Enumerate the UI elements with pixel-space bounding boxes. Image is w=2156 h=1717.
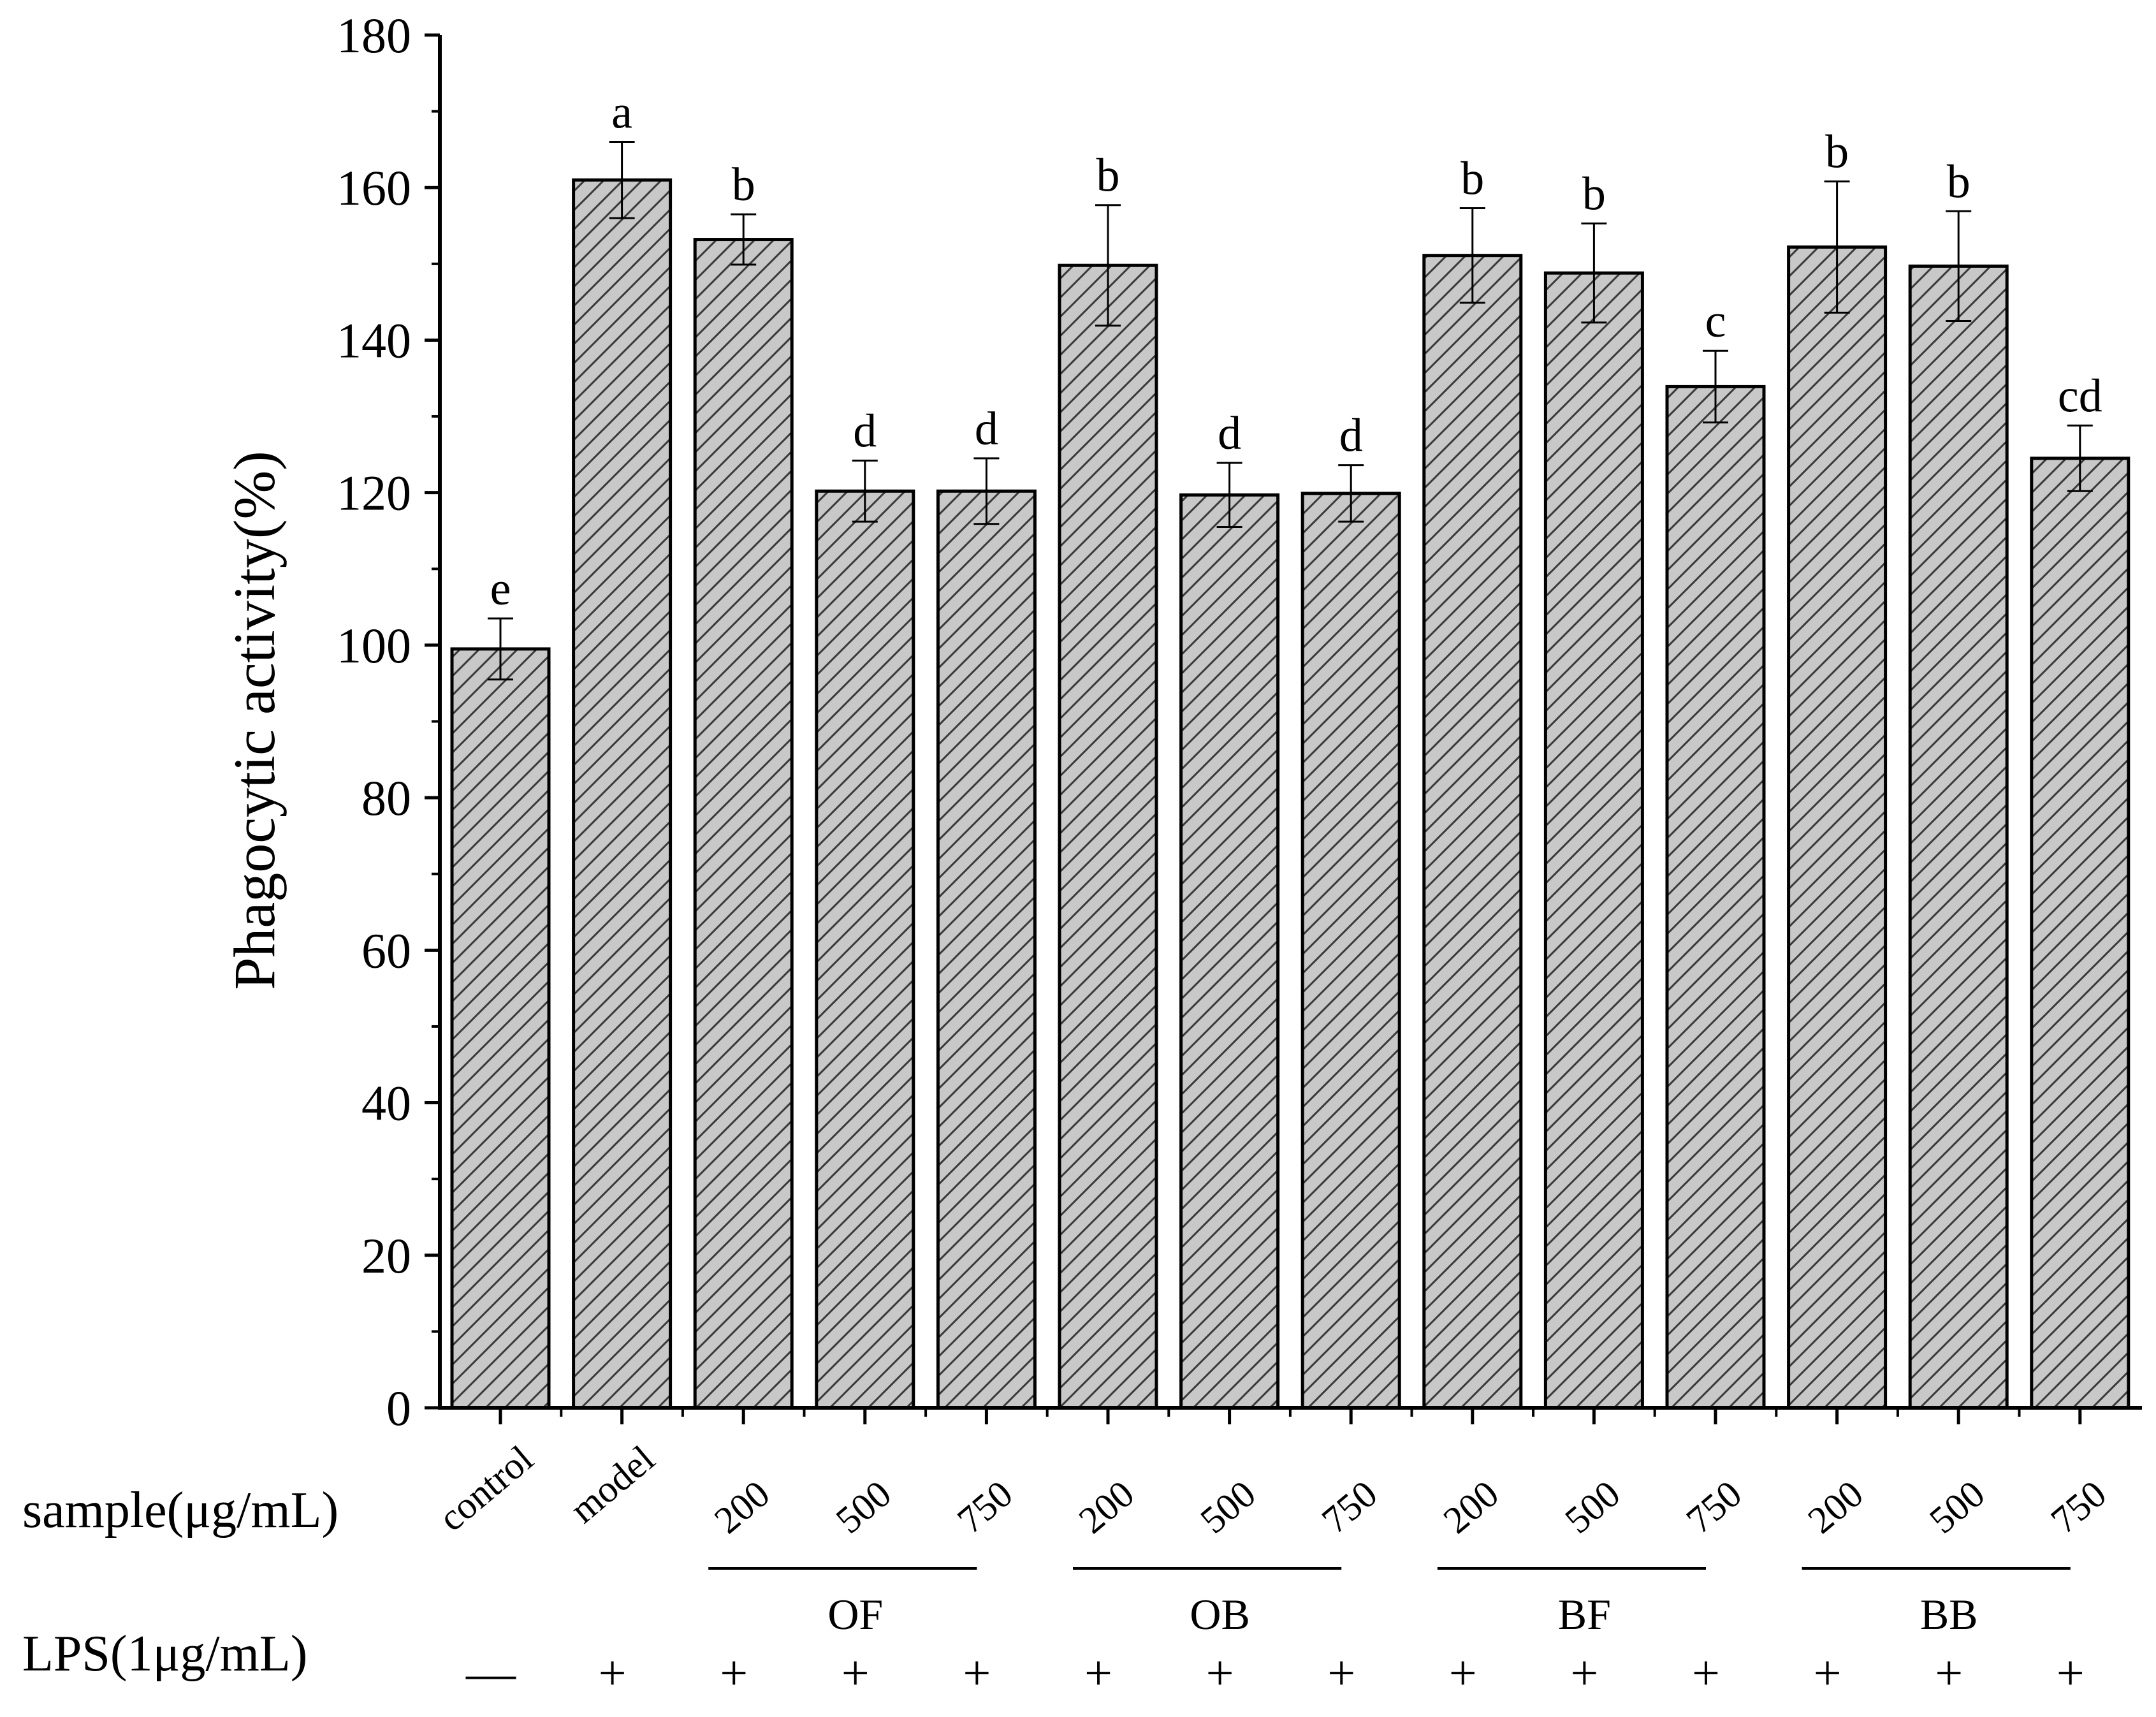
significance-label: c — [1705, 295, 1726, 347]
x-category-label: control — [431, 1437, 541, 1539]
group-label: BB — [1920, 1590, 1978, 1639]
y-axis-title: Phagocytic activity(%) — [222, 451, 287, 990]
lps-marker: + — [1084, 1645, 1112, 1700]
y-tick-label: 80 — [361, 770, 411, 826]
x-category-label: 750 — [949, 1472, 1020, 1541]
lps-marker: + — [1935, 1645, 1963, 1700]
y-tick-label: 160 — [337, 160, 411, 216]
lps-marker: + — [1206, 1645, 1234, 1700]
lps-marker: + — [1814, 1645, 1842, 1700]
y-tick-label: 0 — [386, 1380, 411, 1436]
significance-label: d — [853, 405, 877, 457]
bar — [1179, 493, 1280, 1410]
significance-label: cd — [2058, 370, 2102, 422]
significance-label: b — [1460, 153, 1484, 205]
bar — [1300, 492, 1401, 1410]
x-category-label: 200 — [706, 1472, 777, 1541]
bar — [693, 238, 794, 1410]
lps-marker: + — [1692, 1645, 1720, 1700]
lps-marker: + — [963, 1645, 991, 1700]
bar — [1422, 254, 1523, 1410]
y-tick-label: 180 — [337, 8, 411, 63]
lps-marker: + — [2057, 1645, 2085, 1700]
group-label: BF — [1558, 1590, 1611, 1639]
y-tick-label: 140 — [337, 312, 411, 368]
significance-label: d — [975, 403, 998, 455]
y-tick-label: 100 — [337, 618, 411, 673]
significance-label: b — [732, 159, 755, 211]
bar — [936, 489, 1037, 1410]
y-tick-label: 60 — [361, 923, 411, 978]
y-tick-label: 40 — [361, 1076, 411, 1131]
bar — [450, 647, 551, 1410]
x-category-label: 750 — [1679, 1472, 1749, 1541]
x-category-label: 200 — [1800, 1472, 1871, 1541]
lps-marker: + — [599, 1645, 627, 1700]
bar — [1058, 263, 1158, 1410]
significance-label: b — [1582, 168, 1606, 220]
sample-row-label: sample(μg/mL) — [22, 1482, 339, 1538]
x-category-label: 500 — [1193, 1472, 1264, 1541]
lps-marker: — — [465, 1645, 516, 1700]
bar — [1665, 384, 1766, 1410]
group-label: OB — [1190, 1590, 1249, 1639]
significance-label: b — [1096, 150, 1120, 202]
x-category-label: 500 — [1557, 1472, 1628, 1541]
bar — [1908, 264, 2009, 1410]
x-category-label: model — [562, 1437, 662, 1531]
significance-label: b — [1947, 156, 1970, 208]
x-category-label: 750 — [2043, 1472, 2114, 1541]
lps-marker: + — [1449, 1645, 1477, 1700]
y-tick-label: 120 — [337, 465, 411, 521]
bar — [1787, 245, 1888, 1410]
lps-marker: + — [1327, 1645, 1355, 1700]
x-category-label: 500 — [828, 1472, 899, 1541]
lps-row-label: LPS(1μg/mL) — [22, 1626, 307, 1682]
lps-marker: + — [1570, 1645, 1598, 1700]
x-category-label: 200 — [1071, 1472, 1142, 1541]
y-tick-label: 20 — [361, 1228, 411, 1283]
bar — [1543, 271, 1644, 1410]
group-label: OF — [827, 1590, 883, 1639]
x-category-label: 200 — [1436, 1472, 1506, 1541]
bar — [815, 489, 915, 1410]
significance-label: d — [1218, 407, 1241, 460]
significance-label: a — [611, 86, 632, 138]
lps-marker: + — [841, 1645, 870, 1700]
x-category-label: 750 — [1314, 1472, 1385, 1541]
bar — [572, 178, 673, 1410]
significance-label: e — [490, 563, 511, 615]
significance-label: b — [1825, 126, 1849, 179]
bar — [2030, 457, 2131, 1410]
significance-label: d — [1339, 410, 1363, 462]
lps-marker: + — [720, 1645, 748, 1700]
x-category-label: 500 — [1921, 1472, 1992, 1541]
